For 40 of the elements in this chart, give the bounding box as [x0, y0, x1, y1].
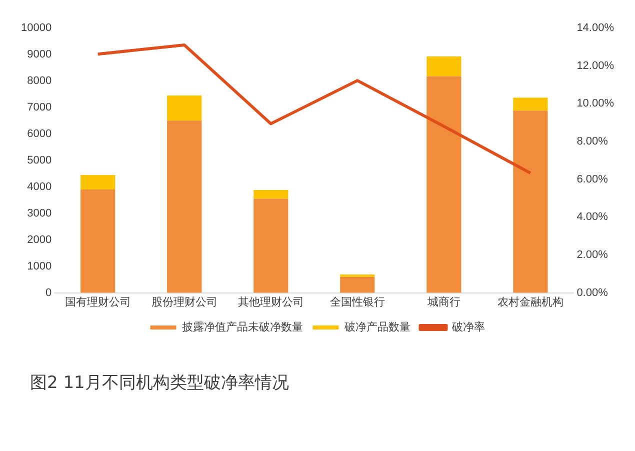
bar — [80, 190, 116, 293]
bar — [340, 276, 375, 293]
x-tick-label: 其他理财公司 — [238, 295, 304, 308]
x-tick-label: 国有理财公司 — [64, 295, 131, 308]
y2-tick-label: 2.00% — [576, 249, 608, 262]
y-tick-label: 3000 — [27, 207, 52, 220]
legend-label: 披露净值产品未破净数量 — [182, 320, 303, 334]
legend-label: 破净产品数量 — [343, 320, 410, 334]
y-tick-label: 6000 — [27, 128, 52, 140]
x-tick-label: 股份理财公司 — [151, 295, 218, 308]
x-tick-label: 农村金融机构 — [497, 295, 564, 308]
x-tick-label: 全国性银行 — [330, 296, 385, 308]
y2-tick-label: 12.00% — [576, 60, 614, 72]
x-tick-label: 城商行 — [426, 295, 460, 308]
y-tick-label: 2000 — [27, 234, 52, 246]
y-tick-label: 0 — [45, 286, 52, 299]
y-tick-label: 8000 — [27, 74, 52, 87]
y-tick-label: 10000 — [20, 22, 52, 34]
bar — [254, 198, 288, 293]
bar — [426, 76, 462, 293]
bar — [167, 96, 202, 121]
y-tick-label: 5000 — [27, 154, 52, 166]
y-tick-label: 7000 — [27, 101, 52, 114]
y-tick-label: 1000 — [27, 260, 52, 272]
bar — [80, 174, 116, 190]
bar — [254, 190, 288, 199]
bar — [513, 110, 548, 293]
y2-tick-label: 0.00% — [576, 286, 608, 299]
text: 图2 11月不同机构类型破净率情况 — [30, 372, 290, 394]
y2-tick-label: 14.00% — [576, 22, 614, 34]
y2-tick-label: 4.00% — [576, 211, 608, 224]
y-tick-label: 9000 — [27, 48, 52, 61]
legend-label: 破净率 — [450, 320, 485, 334]
bar — [513, 98, 548, 111]
y-tick-label: 4000 — [27, 180, 52, 193]
bar — [167, 120, 202, 293]
y2-tick-label: 8.00% — [576, 136, 608, 148]
bar — [426, 56, 462, 76]
y2-tick-label: 6.00% — [576, 173, 608, 186]
y2-tick-label: 10.00% — [576, 98, 614, 110]
